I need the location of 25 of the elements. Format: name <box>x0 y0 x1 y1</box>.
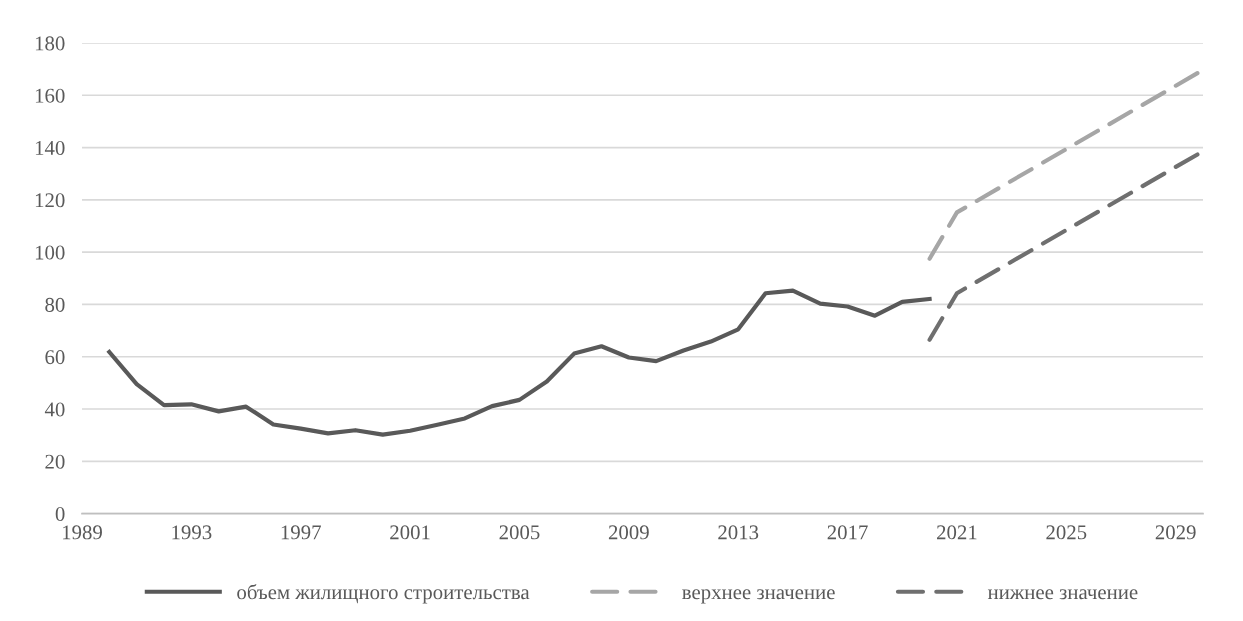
y-tick-label: 100 <box>35 245 65 260</box>
x-tick-label: 1997 <box>281 525 321 540</box>
y-tick-label: 160 <box>35 88 65 103</box>
x-tick-label: 2001 <box>390 525 430 540</box>
y-tick-label: 120 <box>35 193 65 208</box>
legend-label: объем жилищного строительства <box>237 584 530 604</box>
x-tick-label: 2021 <box>937 525 977 540</box>
x-tick-label: 1993 <box>172 525 212 540</box>
y-tick-label: 0 <box>55 506 65 522</box>
x-tick-label: 2017 <box>827 525 868 540</box>
y-tick-label: 40 <box>44 402 65 417</box>
y-tick-label: 140 <box>35 140 65 156</box>
x-tick-label: 2029 <box>1155 525 1196 540</box>
x-tick-label: 2005 <box>499 525 540 540</box>
x-tick-label: 2025 <box>1046 525 1087 540</box>
line-series <box>107 288 932 437</box>
legend-label: нижнее значение <box>987 589 1138 600</box>
y-tick-label: 80 <box>45 297 65 312</box>
legend-label: верхнее значение <box>682 589 835 604</box>
x-tick-label: 2013 <box>718 525 759 540</box>
y-tick-label: 60 <box>45 350 65 365</box>
y-tick-label: 180 <box>35 36 65 51</box>
y-tick-label: 20 <box>45 454 65 469</box>
x-tick-label: 2009 <box>608 525 649 540</box>
x-tick-label: 1989 <box>63 525 102 540</box>
